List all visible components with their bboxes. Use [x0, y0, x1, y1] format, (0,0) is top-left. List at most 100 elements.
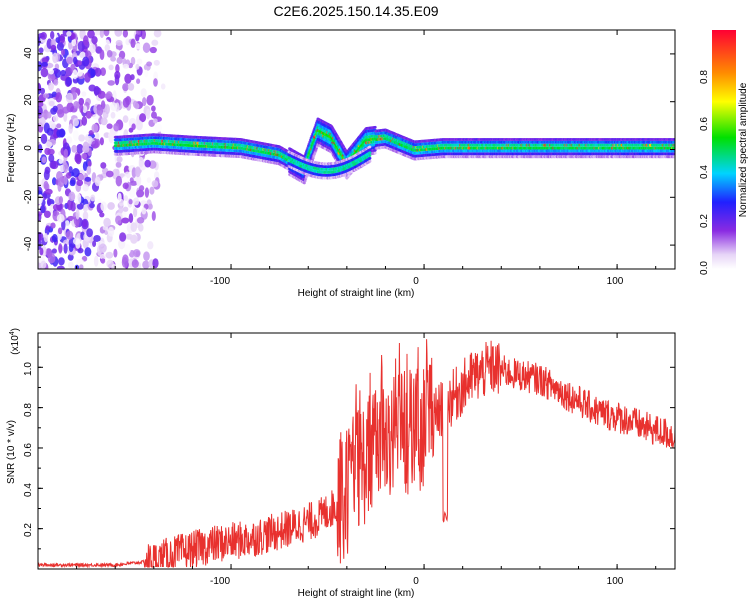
spectrogram-noise-cell [136, 175, 142, 187]
spectrogram-noise-cell [56, 42, 64, 51]
spectrogram-noise-cell [96, 105, 104, 116]
spectrogram-noise-cell [62, 106, 70, 114]
spectrogram-noise-cell [93, 234, 101, 243]
spectrogram-noise-cell [128, 199, 133, 205]
spectrogram-noise-cell [76, 258, 84, 265]
spectrogram-noise-cell [67, 253, 74, 261]
spectrogram-noise-cell [43, 122, 50, 134]
spectrogram-noise-cell [143, 251, 150, 262]
spectrogram-noise-cell [78, 134, 86, 142]
spectrogram-noise-cell [136, 216, 145, 224]
spectrogram-noise-cell [140, 88, 147, 98]
spectrogram-noise-cell [122, 63, 130, 69]
spectrogram-noise-cell [145, 108, 151, 120]
spectrogram-noise-cell [66, 56, 74, 65]
spectrogram-noise-cell [60, 48, 66, 56]
spectrogram-noise-cell [91, 140, 99, 149]
spectrogram-noise-cell [107, 226, 115, 237]
spectrogram-noise-cell [146, 177, 152, 184]
spectrogram-noise-cell [122, 206, 129, 212]
spectrogram-noise-cell [90, 194, 96, 202]
spectrogram-noise-cell [99, 137, 104, 146]
spectrogram-noise-cell [151, 180, 159, 188]
spectrogram-noise-cell [133, 207, 138, 218]
spectrogram-noise-cell [84, 247, 92, 257]
spectrogram-noise-cell [104, 44, 111, 52]
spectrogram-noise-cell [38, 152, 42, 159]
figure-title: C2E6.2025.150.14.35.E09 [273, 3, 438, 19]
spectrogram-noise-cell [151, 105, 156, 112]
spectrogram-noise-cell [82, 184, 89, 192]
spectrogram-noise-cell [40, 133, 48, 144]
spectrogram-noise-cell [122, 83, 129, 92]
spectrogram-noise-cell [103, 217, 111, 228]
spectrogram-noise-cell [38, 47, 44, 54]
spectrogram-noise-cell [135, 120, 143, 131]
spectrogram-noise-cell [38, 117, 46, 127]
spectrogram-noise-cell [72, 130, 79, 141]
spectrogram-noise-cell [75, 193, 82, 205]
spectrogram-noise-cell [82, 161, 88, 171]
spectrogram-noise-cell [136, 78, 141, 84]
spectrogram-noise-cell [123, 195, 128, 202]
spectrogram-noise-cell [51, 248, 57, 254]
spectrogram-noise-cell [108, 64, 114, 71]
spectrogram-noise-cell [100, 258, 106, 264]
spectrogram-noise-cell [59, 33, 66, 44]
spectrogram-noise-cell [92, 114, 100, 120]
spectrogram-noise-cell [99, 49, 105, 61]
spectrogram-noise-cell [134, 43, 142, 50]
spectrogram-noise-cell [51, 233, 58, 243]
spectrogram-noise-cell [58, 158, 64, 164]
spectrogram-noise-cell [82, 105, 88, 113]
spectrogram-noise-cell [46, 141, 53, 148]
spectrogram-noise-cell [142, 260, 150, 269]
spectrogram-noise-cell [69, 179, 76, 187]
spectrogram-noise-cell [100, 162, 107, 169]
spectrogram-panel: -100 0 100 Height of straight line (km) … [6, 29, 676, 299]
spectrogram-noise-cell [65, 230, 74, 240]
spectrogram-signal-cell [373, 125, 377, 129]
spectrogram-noise-cell [97, 90, 106, 99]
spectrogram-noise-cell [77, 247, 84, 254]
spectrogram-noise-cell [124, 73, 132, 84]
spectrogram-noise-cell [122, 30, 129, 38]
spectrogram-noise-cell [71, 32, 76, 40]
spectrogram-noise-cell [79, 103, 84, 114]
spectrogram-noise-cell [144, 187, 150, 198]
spectrogram-noise-cell [48, 68, 55, 75]
spectrogram-noise-cell [41, 156, 47, 164]
spectrogram-noise-cell [122, 211, 127, 218]
spectrogram-noise-cell [99, 243, 107, 253]
spectrogram-noise-cell [121, 217, 130, 224]
spectrogram-noise-cell [52, 115, 59, 122]
spectrogram-noise-cell [99, 30, 105, 38]
spectrogram-noise-cell [72, 69, 78, 80]
spectrogram-noise-cell [117, 192, 122, 203]
spectrogram-noise-cell [110, 56, 117, 62]
spectrogram-noise-cell [41, 57, 49, 64]
spectrogram-noise-cell [154, 123, 163, 133]
spectrogram-noise-cell [94, 132, 100, 140]
spectrogram-noise-cell [153, 30, 162, 38]
spectrogram-noise-cell [52, 203, 61, 211]
spectrogram-noise-cell [138, 223, 144, 232]
spectrogram-noise-cell [147, 241, 154, 250]
spectrogram-noise-cell [94, 176, 101, 187]
spectrogram-noise-cell [148, 203, 153, 210]
spectrogram-noise-cell [56, 214, 65, 223]
spectrogram-noise-cell [63, 243, 68, 254]
spectrogram-noise-cell [135, 33, 140, 42]
spectrogram-noise-cell [115, 39, 123, 46]
spectrogram-noise-cell [46, 111, 52, 119]
spectrogram-noise-cell [73, 100, 80, 109]
spectrogram-noise-cell [40, 87, 46, 95]
spectrogram-noise-cell [99, 212, 105, 218]
spectrogram-noise-cell [151, 111, 157, 119]
spectrogram-noise-cell [138, 156, 144, 168]
spectrogram-noise-cell [65, 76, 73, 87]
spectrogram-noise-cell [127, 83, 135, 91]
spectrogram-noise-cell [48, 82, 54, 91]
spectrogram-noise-cell [51, 177, 57, 186]
spectrogram-noise-cell [78, 97, 85, 106]
